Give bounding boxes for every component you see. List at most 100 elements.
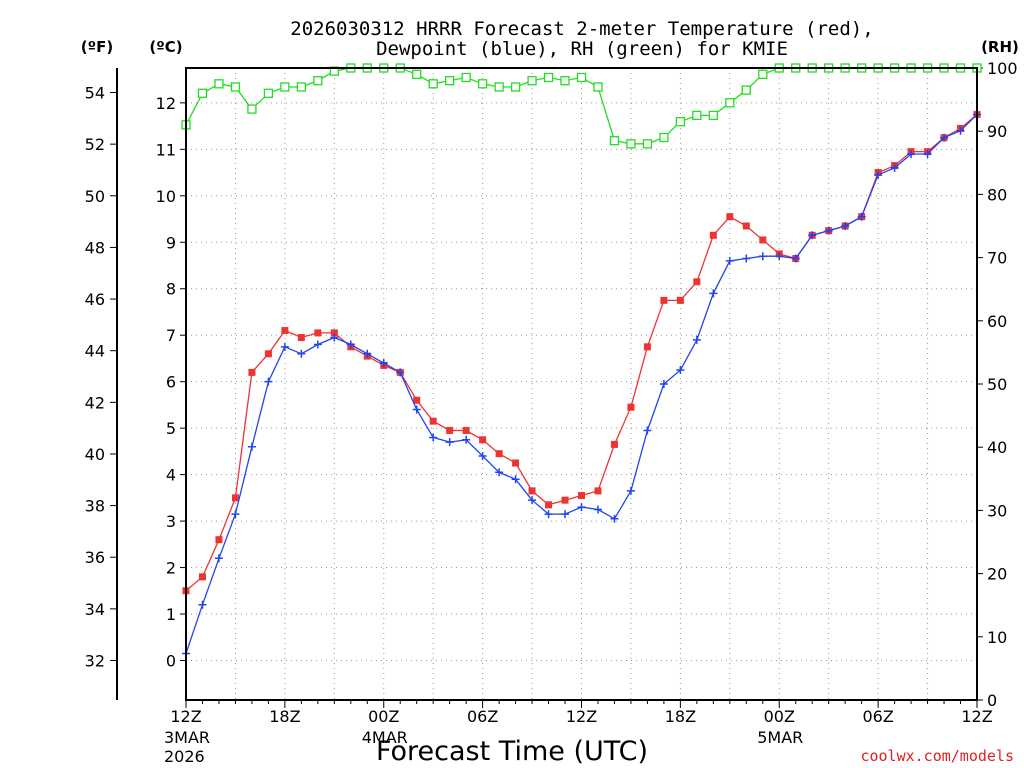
celsius-unit-label: (ºC) bbox=[149, 38, 182, 56]
rh-point bbox=[412, 69, 422, 79]
dewpoint-point bbox=[511, 475, 520, 484]
temperature-point bbox=[413, 396, 421, 404]
rh-point bbox=[296, 82, 307, 92]
rh-tick-label: 30 bbox=[987, 501, 1007, 520]
dewpoint-point bbox=[214, 554, 223, 563]
temperature-point bbox=[198, 573, 206, 581]
x-date-label: 5MAR bbox=[757, 728, 803, 747]
celsius-tick-label: 10 bbox=[156, 187, 176, 206]
rh-point bbox=[609, 136, 620, 146]
x-tick-label: 06Z bbox=[862, 707, 893, 726]
rh-point bbox=[263, 88, 274, 98]
dewpoint-point bbox=[742, 254, 751, 263]
rh-tick-label: 10 bbox=[987, 628, 1007, 647]
gridlines bbox=[186, 68, 977, 700]
temperature-point bbox=[330, 329, 338, 337]
celsius-tick-label: 4 bbox=[166, 466, 176, 485]
temperature-point bbox=[512, 459, 520, 467]
temperature-point bbox=[561, 496, 569, 504]
dewpoint-point bbox=[478, 452, 487, 461]
temperature-point bbox=[709, 231, 717, 239]
temperature-point bbox=[429, 417, 437, 425]
temperature-point bbox=[578, 492, 585, 500]
dewpoint-point bbox=[495, 468, 504, 477]
rh-point bbox=[197, 88, 208, 98]
temperature-point bbox=[446, 426, 454, 434]
temperature-point bbox=[693, 278, 701, 286]
temperature-point bbox=[215, 536, 223, 544]
x-tick-label: 12Z bbox=[566, 707, 597, 726]
rh-unit-label: (RH) bbox=[981, 38, 1019, 56]
temperature-point bbox=[759, 236, 767, 244]
fahrenheit-tick-label: 48 bbox=[85, 238, 105, 257]
rh-point bbox=[214, 79, 224, 89]
fahrenheit-tick-label: 44 bbox=[85, 342, 105, 361]
dewpoint-point bbox=[264, 377, 273, 386]
dewpoint-point bbox=[923, 149, 932, 158]
dewpoint-point bbox=[709, 289, 718, 298]
rh-point bbox=[543, 72, 554, 83]
plot-frame bbox=[185, 67, 978, 701]
rh-point bbox=[247, 104, 257, 114]
temperature-point bbox=[281, 327, 289, 335]
temperature-point bbox=[264, 350, 272, 358]
dewpoint-point bbox=[528, 496, 537, 505]
fahrenheit-tick-label: 46 bbox=[85, 290, 105, 309]
temperature-point bbox=[610, 440, 618, 448]
dewpoint-point bbox=[626, 486, 635, 495]
fahrenheit-tick-label: 36 bbox=[85, 548, 105, 567]
rh-point bbox=[675, 117, 686, 127]
temperature-point bbox=[231, 494, 239, 502]
dewpoint-point bbox=[544, 510, 553, 519]
x-tick-label: 12Z bbox=[170, 707, 201, 726]
chart-title-line-1: 2026030312 HRRR Forecast 2-meter Tempera… bbox=[290, 18, 873, 40]
rh-point bbox=[445, 75, 455, 86]
dewpoint-point bbox=[907, 149, 916, 158]
dewpoint-point bbox=[857, 212, 866, 221]
fahrenheit-unit-label: (ºF) bbox=[81, 38, 113, 56]
rh-tick-label: 0 bbox=[987, 691, 997, 710]
credit-label: coolwx.com/models bbox=[860, 747, 1014, 765]
dewpoint-point bbox=[577, 503, 586, 512]
temperature-point bbox=[495, 450, 503, 458]
dewpoint-point bbox=[396, 368, 405, 377]
fahrenheit-tick-label: 40 bbox=[85, 445, 105, 464]
rh-point bbox=[741, 85, 751, 95]
rh-tick-label: 40 bbox=[987, 438, 1007, 457]
rh-point bbox=[708, 110, 718, 121]
rh-tick-label: 100 bbox=[987, 59, 1018, 78]
temperature-point bbox=[462, 426, 470, 434]
rh-tick-label: 50 bbox=[987, 375, 1007, 394]
dewpoint-point bbox=[676, 366, 685, 375]
temperature-point bbox=[676, 296, 684, 304]
rh-point bbox=[494, 82, 504, 92]
celsius-tick-label: 3 bbox=[166, 512, 176, 531]
fahrenheit-tick-label: 52 bbox=[85, 135, 105, 154]
fahrenheit-tick-label: 32 bbox=[85, 652, 105, 671]
celsius-tick-label: 12 bbox=[156, 94, 176, 113]
dewpoint-point bbox=[791, 254, 800, 263]
dewpoint-point bbox=[610, 514, 619, 523]
dewpoint-point bbox=[725, 256, 734, 265]
dewpoint-point bbox=[940, 133, 949, 142]
dewpoint-point bbox=[346, 340, 355, 349]
dewpoint-point bbox=[808, 231, 817, 240]
dewpoint-point bbox=[659, 380, 668, 388]
fahrenheit-tick-label: 54 bbox=[85, 84, 105, 103]
rh-tick-label: 60 bbox=[987, 312, 1007, 331]
rh-tick-label: 20 bbox=[987, 565, 1007, 584]
celsius-tick-label: 0 bbox=[166, 652, 176, 671]
dewpoint-point bbox=[297, 349, 306, 358]
dewpoint-point bbox=[412, 405, 421, 414]
x-tick-label: 18Z bbox=[269, 707, 300, 726]
celsius-tick-label: 9 bbox=[166, 233, 176, 252]
dewpoint-point bbox=[280, 342, 289, 351]
x-axis-label: Forecast Time (UTC) bbox=[376, 736, 648, 767]
dewpoint-point bbox=[775, 252, 784, 261]
celsius-tick-label: 1 bbox=[166, 605, 176, 624]
rh-point bbox=[230, 82, 241, 92]
temperature-point bbox=[627, 403, 635, 411]
dewpoint-point bbox=[462, 435, 471, 444]
rh-tick-label: 90 bbox=[987, 122, 1007, 141]
dewpoint-point bbox=[643, 426, 652, 435]
